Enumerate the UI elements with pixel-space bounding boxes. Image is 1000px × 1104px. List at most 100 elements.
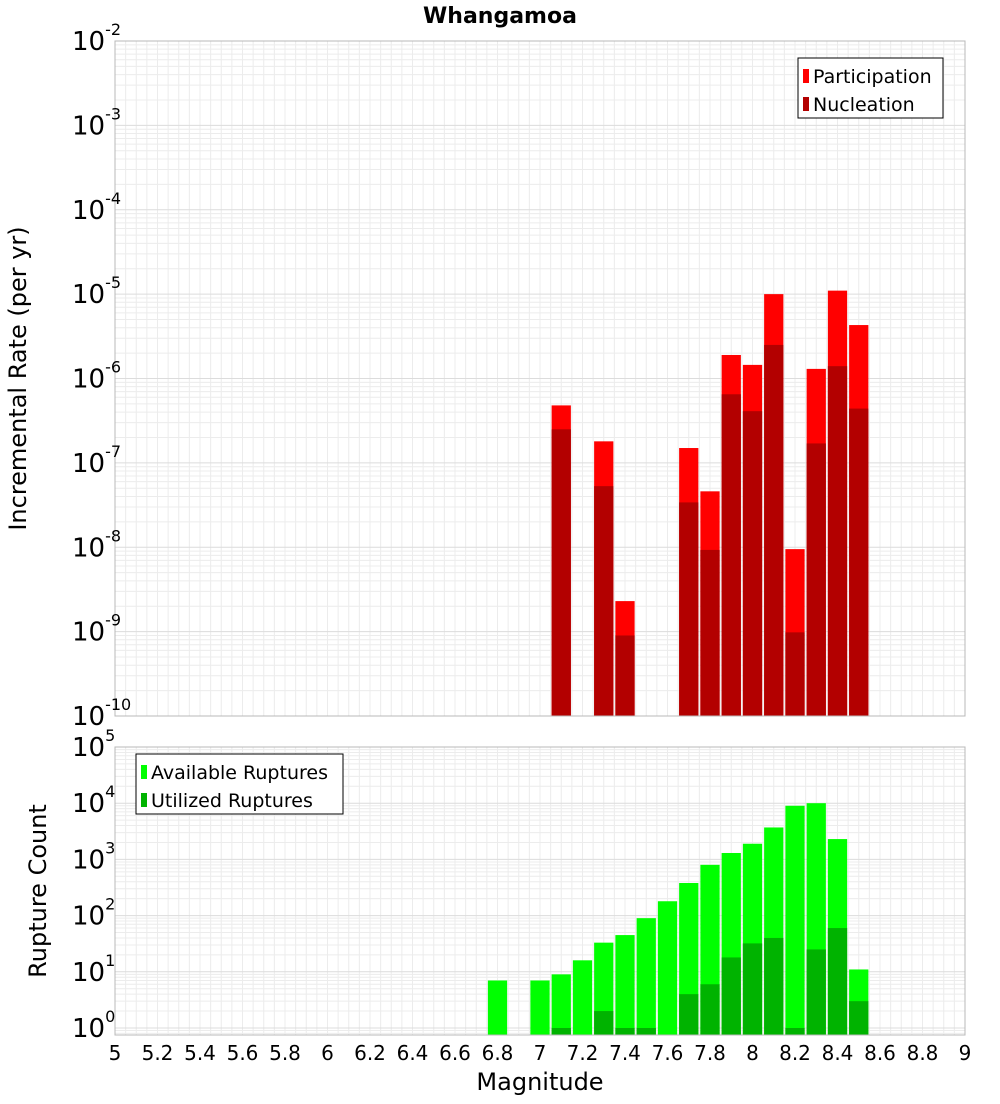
y-tick-mantissa: 10 bbox=[72, 618, 105, 648]
y-tick-mantissa: 10 bbox=[72, 789, 105, 819]
y-tick-exponent: 1 bbox=[105, 951, 115, 970]
legend-swatch bbox=[141, 765, 147, 779]
y-axis-label: Rupture Count bbox=[24, 804, 52, 978]
legend-count: Available Ruptures Utilized Ruptures bbox=[135, 753, 344, 815]
legend-label: Participation bbox=[813, 66, 932, 88]
y-tick-label: 105 bbox=[72, 726, 115, 763]
y-tick-label: 10-4 bbox=[72, 189, 121, 226]
x-tick-label: 7.4 bbox=[609, 1041, 641, 1065]
y-tick-mantissa: 10 bbox=[72, 196, 105, 226]
x-tick-label: 8.4 bbox=[822, 1041, 854, 1065]
legend-label: Nucleation bbox=[813, 94, 915, 116]
bar bbox=[742, 943, 763, 1035]
y-axis-label: Incremental Rate (per yr) bbox=[4, 226, 32, 530]
y-tick-label: 104 bbox=[72, 782, 115, 819]
bar bbox=[700, 984, 720, 1035]
x-tick-label: 5.2 bbox=[142, 1041, 174, 1065]
y-tick-exponent: -5 bbox=[105, 273, 121, 292]
bar bbox=[849, 408, 869, 716]
legend-swatch bbox=[803, 97, 809, 111]
bar bbox=[487, 980, 508, 1035]
y-tick-label: 10-3 bbox=[72, 104, 121, 141]
bar bbox=[742, 411, 763, 716]
y-tick-label: 10-2 bbox=[72, 20, 121, 57]
bar bbox=[551, 429, 571, 716]
y-tick-label: 103 bbox=[72, 838, 115, 875]
y-tick-exponent: 2 bbox=[105, 895, 115, 914]
y-tick-mantissa: 10 bbox=[72, 533, 105, 563]
y-tick-exponent: -8 bbox=[105, 526, 121, 545]
legend-box bbox=[797, 57, 944, 119]
x-tick-label: 6 bbox=[321, 1041, 334, 1065]
bar bbox=[530, 980, 550, 1035]
bar bbox=[764, 937, 784, 1035]
bar bbox=[700, 549, 720, 716]
y-tick-label: 10-6 bbox=[72, 358, 121, 395]
y-tick-exponent: -3 bbox=[105, 104, 121, 123]
y-tick-mantissa: 10 bbox=[72, 958, 105, 988]
y-tick-exponent: -10 bbox=[105, 695, 131, 714]
x-tick-label: 8 bbox=[746, 1041, 759, 1065]
bar bbox=[572, 960, 593, 1035]
bar bbox=[594, 1011, 614, 1035]
bar bbox=[657, 901, 678, 1035]
x-tick-label: 5.8 bbox=[269, 1041, 301, 1065]
bar bbox=[615, 1027, 635, 1035]
legend-swatch bbox=[803, 69, 809, 83]
y-tick-label: 10-10 bbox=[72, 695, 131, 732]
y-tick-label: 10-9 bbox=[72, 611, 121, 648]
bar bbox=[785, 1027, 805, 1035]
x-tick-label: 8.6 bbox=[864, 1041, 896, 1065]
x-tick-label: 6.2 bbox=[354, 1041, 386, 1065]
grid-rate bbox=[114, 40, 966, 717]
bar bbox=[594, 486, 614, 716]
x-tick-label: 7 bbox=[534, 1041, 547, 1065]
legend-label: Utilized Ruptures bbox=[151, 790, 313, 812]
x-tick-label: 5.4 bbox=[184, 1041, 216, 1065]
x-tick-label: 7.2 bbox=[567, 1041, 599, 1065]
y-tick-exponent: -9 bbox=[105, 611, 121, 630]
series-nucleation bbox=[551, 344, 869, 716]
x-tick-label: 6.4 bbox=[397, 1041, 429, 1065]
legend-label: Available Ruptures bbox=[151, 762, 328, 784]
y-tick-label: 10-5 bbox=[72, 273, 121, 310]
x-tick-label: 7.6 bbox=[652, 1041, 684, 1065]
bar bbox=[615, 635, 635, 716]
bar bbox=[721, 394, 741, 716]
x-tick-label: 9 bbox=[959, 1041, 972, 1065]
legend-swatch bbox=[141, 793, 147, 807]
y-tick-mantissa: 10 bbox=[72, 702, 105, 732]
x-ticks: 5 5.2 5.4 5.6 5.8 6 6.2 6.4 6.6 6.8 7 7.2 7.4 7.6 7.8 8… bbox=[109, 1041, 972, 1065]
y-tick-label: 101 bbox=[72, 951, 115, 988]
bar bbox=[551, 974, 571, 1035]
bar bbox=[615, 935, 635, 1035]
y-tick-label: 10-8 bbox=[72, 526, 121, 563]
y-tick-exponent: -4 bbox=[105, 189, 121, 208]
y-tick-label: 10-7 bbox=[72, 442, 121, 479]
x-tick-label: 7.8 bbox=[694, 1041, 726, 1065]
x-tick-label: 8.2 bbox=[779, 1041, 811, 1065]
x-tick-label: 5 bbox=[109, 1041, 122, 1065]
plot-frame bbox=[114, 746, 966, 1036]
bar bbox=[551, 1027, 571, 1035]
y-tick-exponent: -7 bbox=[105, 442, 121, 461]
legend-box bbox=[135, 753, 344, 815]
bar bbox=[827, 366, 848, 716]
chart-rate: 10-1010-910-810-710-610-510-410-310-2Inc… bbox=[4, 20, 966, 732]
y-tick-exponent: 5 bbox=[105, 726, 115, 745]
bar bbox=[785, 632, 805, 716]
y-tick-mantissa: 10 bbox=[72, 449, 105, 479]
bar bbox=[636, 918, 656, 1035]
y-tick-mantissa: 10 bbox=[72, 733, 105, 763]
x-tick-label: 5.6 bbox=[227, 1041, 259, 1065]
y-tick-label: 100 bbox=[72, 1007, 115, 1044]
bar bbox=[721, 957, 741, 1035]
series-utilized-ruptures bbox=[551, 928, 869, 1035]
x-tick-label: 6.6 bbox=[439, 1041, 471, 1065]
y-tick-mantissa: 10 bbox=[72, 111, 105, 141]
